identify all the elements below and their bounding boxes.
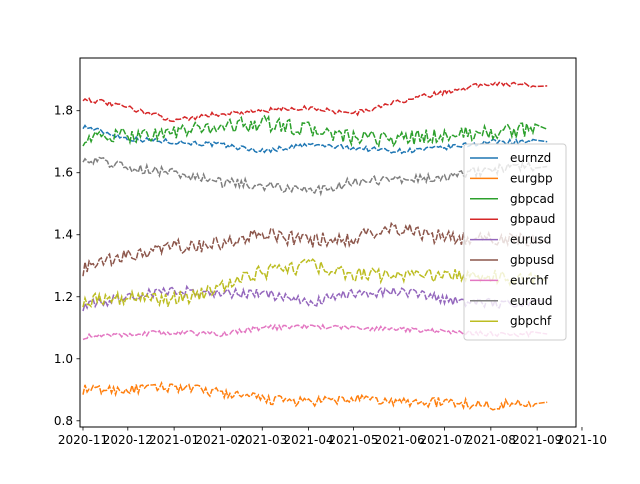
series-line-gbpusd xyxy=(82,221,548,277)
x-tick-label: 2021-02 xyxy=(195,433,245,447)
series-line-eurchf xyxy=(82,322,548,341)
y-axis: 0.8 1.0 1.2 1.4 1.6 1.8 xyxy=(54,104,80,428)
x-tick-label: 2021-03 xyxy=(237,433,287,447)
x-tick-label: 2021-01 xyxy=(149,433,199,447)
x-tick-label: 2021-10 xyxy=(557,433,607,447)
x-tick-label: 2021-07 xyxy=(419,433,469,447)
series-line-gbpaud xyxy=(82,81,548,123)
x-tick-label: 2021-05 xyxy=(328,433,378,447)
series-line-gbpcad xyxy=(82,114,548,148)
x-tick-label: 2020-11 xyxy=(58,433,108,447)
series-line-euraud xyxy=(82,155,548,197)
legend-label-eurgbp: eurgbp xyxy=(510,171,553,185)
legend-label-gbpchf: gbpchf xyxy=(510,314,552,328)
y-tick-label: 1.6 xyxy=(54,166,73,180)
series-line-eurnzd xyxy=(82,124,548,155)
legend-label-gbpcad: gbpcad xyxy=(510,192,554,206)
series-line-eurusd xyxy=(82,284,548,312)
y-tick-label: 1.8 xyxy=(54,104,73,118)
series-line-gbpchf xyxy=(82,258,548,308)
x-tick-label: 2020-12 xyxy=(103,433,153,447)
series-layer xyxy=(82,81,548,411)
legend-label-euraud: euraud xyxy=(510,294,553,308)
legend-label-eurusd: eurusd xyxy=(510,233,551,247)
y-tick-label: 1.2 xyxy=(54,290,73,304)
x-axis: 2020-112020-122021-012021-022021-032021-… xyxy=(58,427,607,447)
legend-label-eurchf: eurchf xyxy=(510,273,549,287)
y-tick-label: 1.0 xyxy=(54,352,73,366)
x-tick-label: 2021-09 xyxy=(512,433,562,447)
y-tick-label: 0.8 xyxy=(54,414,73,428)
legend-label-gbpusd: gbpusd xyxy=(510,253,554,267)
x-tick-label: 2021-06 xyxy=(375,433,425,447)
legend-label-eurnzd: eurnzd xyxy=(510,151,551,165)
y-tick-label: 1.4 xyxy=(54,228,73,242)
legend-label-gbpaud: gbpaud xyxy=(510,212,555,226)
legend-box xyxy=(463,143,567,341)
legend: eurnzd eurgbp gbpcad gbpaud eurusd gbpusd eurc… xyxy=(463,143,567,341)
plot-frame xyxy=(79,57,577,428)
x-tick-label: 2021-04 xyxy=(284,433,334,447)
x-tick-label: 2021-08 xyxy=(466,433,516,447)
series-line-eurgbp xyxy=(82,380,548,411)
